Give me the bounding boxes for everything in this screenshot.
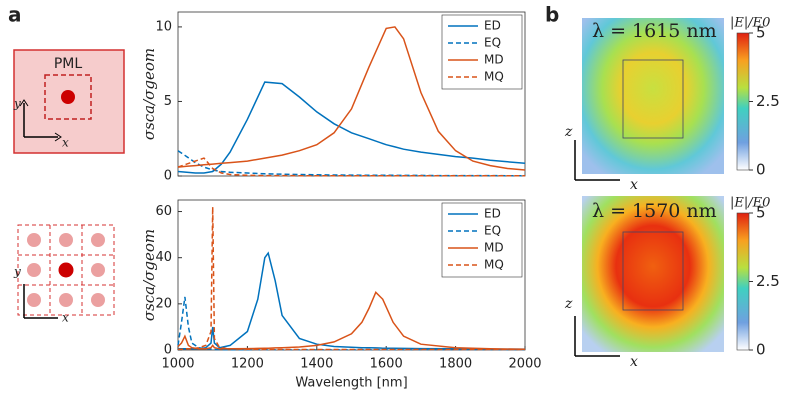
axis-letter: y xyxy=(13,97,21,111)
map-title: λ = 1570 nm xyxy=(592,200,717,222)
series-line xyxy=(177,157,525,177)
colorbar-tick-label: 2.5 xyxy=(756,272,780,290)
axis-letter: z xyxy=(564,296,573,312)
panel-label: b xyxy=(545,3,559,27)
legend-label: MD xyxy=(484,53,504,67)
y-tick-label: 0 xyxy=(164,343,172,358)
series-line xyxy=(177,81,526,174)
field-map xyxy=(582,196,724,352)
y-axis-label: σsca/σgeom xyxy=(140,48,158,140)
colorbar-label: |E|/E0 xyxy=(730,196,770,211)
legend-box xyxy=(441,14,523,90)
field-axes xyxy=(574,140,620,357)
schematic-single: PML y x xyxy=(13,49,125,154)
y-tick-label: 60 xyxy=(155,204,172,219)
colorbar xyxy=(736,32,750,171)
y-tick-label: 10 xyxy=(155,19,172,34)
colorbar xyxy=(736,212,750,351)
colorbar-tick-label: 2.5 xyxy=(756,92,780,110)
legend-label: ED xyxy=(484,19,501,33)
legend-label: EQ xyxy=(484,224,501,238)
axis-letter: x xyxy=(630,177,638,193)
field-map xyxy=(582,18,724,174)
colorbar-label: |E|/E0 xyxy=(730,16,770,31)
axis-letter: x xyxy=(62,136,69,150)
pml-label: PML xyxy=(54,56,83,72)
y-tick-label: 0 xyxy=(164,169,172,184)
map-title: λ = 1615 nm xyxy=(592,20,717,42)
y-tick-label: 5 xyxy=(164,94,172,109)
axis-letter: y xyxy=(13,265,21,279)
x-axis-label: Wavelength [nm] xyxy=(295,376,407,391)
x-tick-label: 1000 xyxy=(161,357,194,372)
axis-letter: z xyxy=(564,124,573,140)
legend-label: MD xyxy=(484,241,504,255)
series-line xyxy=(177,26,526,171)
series-line xyxy=(178,206,525,351)
series-line xyxy=(177,290,526,351)
legend-label: MQ xyxy=(484,258,504,272)
array-particles xyxy=(23,233,105,319)
x-tick-label: 2000 xyxy=(508,357,541,372)
legend-label: ED xyxy=(484,207,501,221)
colorbar-tick-label: 5 xyxy=(756,204,766,222)
legend-label: EQ xyxy=(484,36,501,50)
y-tick-label: 20 xyxy=(155,296,172,311)
y-tick-label: 40 xyxy=(155,250,172,265)
particle-outline xyxy=(622,231,684,311)
particle-outline xyxy=(622,59,684,139)
panel-label: a xyxy=(8,3,22,27)
legend-label: MQ xyxy=(484,70,504,84)
legend-box xyxy=(441,202,523,278)
axis-letter: x xyxy=(630,354,638,370)
colorbar-tick-label: 5 xyxy=(756,24,766,42)
axis-letter: x xyxy=(62,311,69,325)
colorbar-tick-label: 0 xyxy=(756,341,766,359)
schematic-array xyxy=(17,224,115,316)
y-axis-label: σsca/σgeom xyxy=(140,229,158,321)
x-tick-label: 1800 xyxy=(439,357,472,372)
colorbar-tick-label: 0 xyxy=(756,161,766,179)
x-tick-label: 1400 xyxy=(300,357,333,372)
x-tick-label: 1200 xyxy=(231,357,264,372)
x-tick-label: 1600 xyxy=(370,357,403,372)
